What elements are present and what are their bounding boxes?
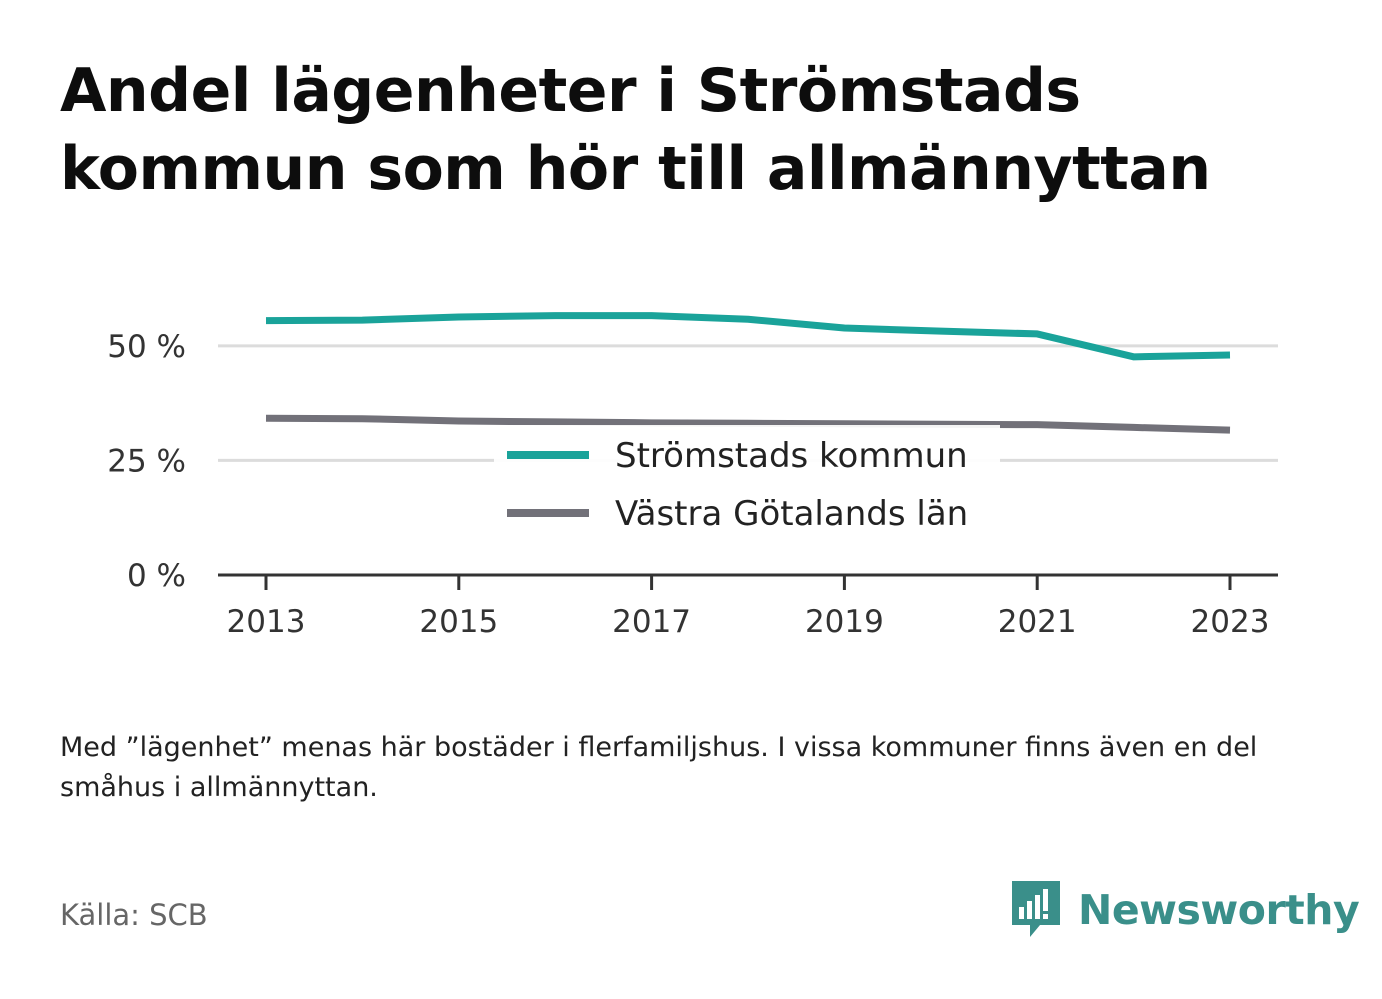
y-tick-label: 50 %: [107, 329, 186, 365]
x-tick-label: 2013: [227, 604, 306, 640]
brand-name: Newsworthy: [1078, 886, 1360, 934]
x-tick-label: 2015: [419, 604, 498, 640]
legend-background: [494, 425, 1000, 553]
chart-title: Andel lägenheter i Strömstads kommun som…: [60, 56, 1211, 204]
x-tick-label: 2019: [805, 604, 884, 640]
y-tick-label: 0 %: [127, 558, 186, 594]
series-lines: [265, 312, 1231, 434]
source-label: Källa: SCB: [60, 898, 208, 932]
y-tick-label: 25 %: [107, 443, 186, 479]
chart-svg: 0 % 25 % 50 % 2013 2015 2017 2019 2021 2023 Str…: [107, 312, 1278, 640]
brand-logo: Newsworthy: [1010, 878, 1360, 942]
legend-label: Västra Götalands län: [615, 494, 968, 534]
line-chart: 0 % 25 % 50 % 2013 2015 2017 2019 2021 2023 Str…: [0, 280, 1382, 660]
y-axis-labels: 0 % 25 % 50 %: [107, 329, 186, 594]
x-axis-labels: 2013 2015 2017 2019 2021 2023: [227, 604, 1270, 640]
x-axis: [218, 573, 1278, 590]
x-tick-label: 2017: [612, 604, 691, 640]
x-tick-label: 2021: [998, 604, 1077, 640]
x-tick-label: 2023: [1191, 604, 1270, 640]
legend-label: Strömstads kommun: [615, 436, 968, 476]
newsworthy-logo-icon: [1012, 881, 1060, 937]
series-line-vastra-gotaland: [265, 414, 1231, 434]
chart-note: Med ”lägenhet” menas här bostäder i fler…: [60, 732, 1258, 803]
series-line-stromstad: [265, 312, 1231, 361]
legend: Strömstads kommun Västra Götalands län: [494, 425, 1000, 553]
